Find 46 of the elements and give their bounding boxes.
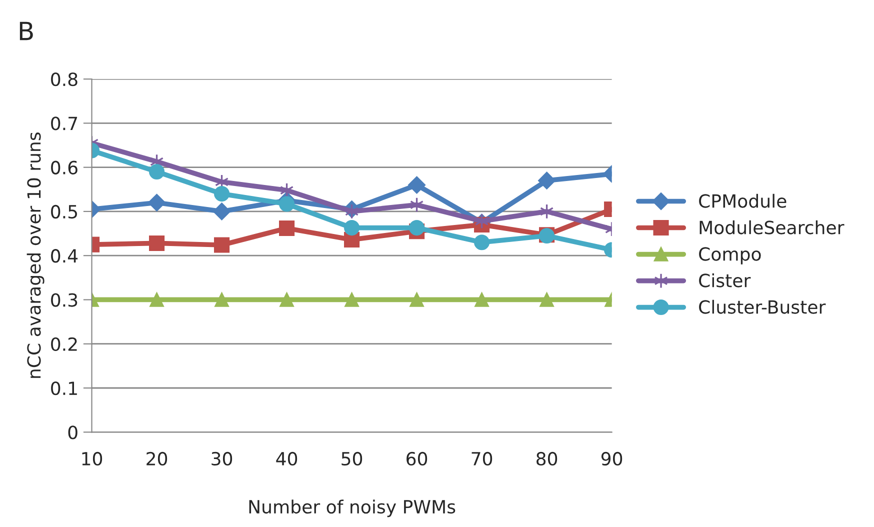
y-tick-label: 0.4 — [51, 249, 78, 263]
legend-label: Cluster-Buster — [699, 300, 826, 314]
x-tick-label: 60 — [406, 452, 428, 466]
point — [150, 292, 164, 307]
point — [214, 186, 230, 202]
point — [474, 292, 489, 307]
y-tick-label: 0.6 — [51, 160, 78, 174]
point — [344, 292, 359, 307]
y-tick-label: 0.8 — [51, 72, 78, 86]
y-tick-label: 0.2 — [51, 337, 77, 351]
point — [409, 220, 425, 236]
legend-label: CPModule — [699, 194, 786, 208]
y-tick-label: 0.3 — [51, 293, 78, 307]
point — [279, 196, 295, 212]
y-tick-label: 0 — [68, 426, 78, 440]
y-tick-label: 0.5 — [51, 204, 77, 219]
point — [410, 292, 424, 307]
point — [148, 164, 165, 180]
chart-title: B — [20, 22, 33, 40]
x-tick-label: 80 — [536, 452, 558, 466]
x-tick-label: 50 — [342, 452, 362, 466]
point — [214, 237, 230, 253]
legend-label: ModuleSearcher — [700, 220, 844, 234]
x-tick-label: 40 — [276, 452, 298, 466]
point — [213, 202, 230, 220]
point — [148, 235, 165, 252]
x-tick-label: 10 — [82, 452, 102, 466]
x-axis-title: Number of noisy PWMs — [249, 500, 456, 518]
y-axis-title: nCC avaraged over 10 runs — [26, 132, 44, 378]
x-tick-label: 90 — [601, 452, 622, 466]
x-tick-label: 30 — [212, 452, 232, 466]
point — [540, 292, 554, 307]
y-tick-label: 0.7 — [51, 116, 78, 130]
point — [408, 176, 426, 194]
y-tick-label: 0.1 — [51, 381, 77, 396]
point — [344, 220, 360, 236]
point — [538, 172, 556, 190]
legend-label: Cister — [699, 273, 751, 288]
x-tick-label: 20 — [146, 452, 168, 466]
x-tick-label: 70 — [472, 452, 492, 466]
point — [214, 292, 229, 307]
point — [474, 234, 490, 250]
point — [148, 194, 166, 212]
point — [279, 220, 295, 236]
legend-label: Compo — [699, 247, 761, 264]
point — [280, 292, 294, 307]
